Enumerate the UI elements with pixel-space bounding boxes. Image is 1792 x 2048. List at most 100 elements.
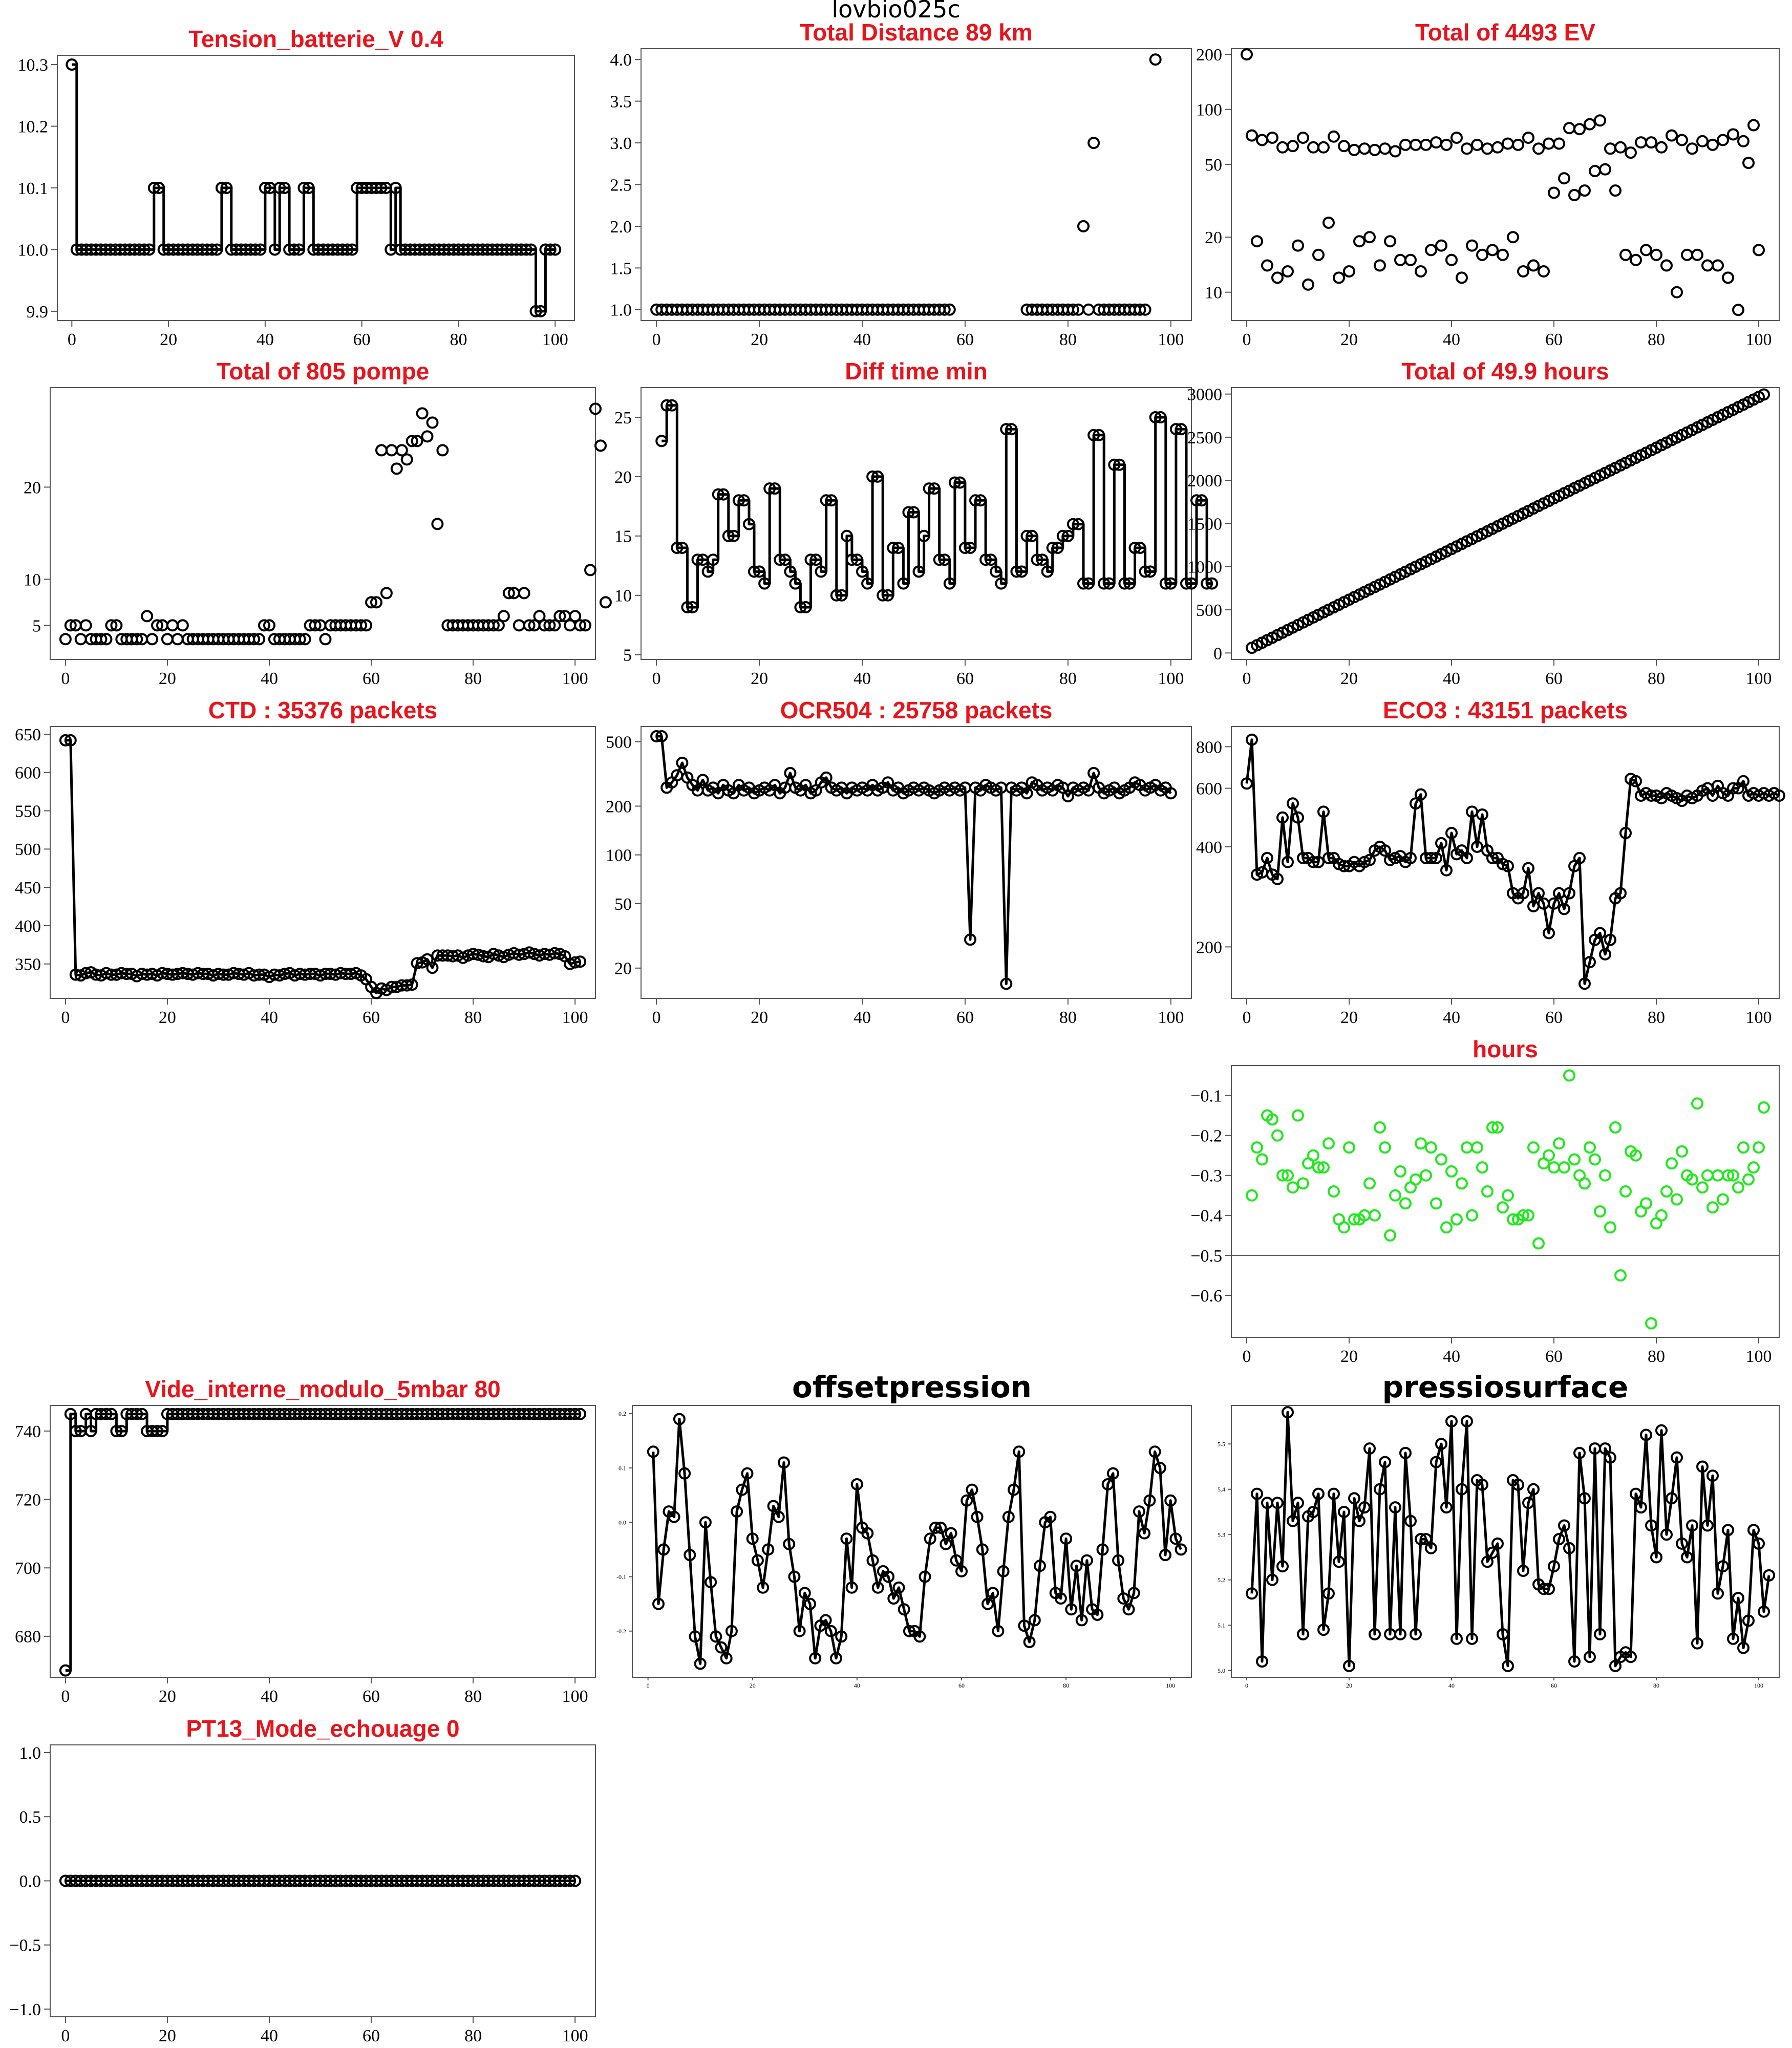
data-point — [1517, 1209, 1529, 1222]
data-point — [1578, 1177, 1591, 1190]
data-point — [1696, 1460, 1709, 1473]
axes-frame — [632, 1405, 1192, 1678]
data-point — [845, 553, 858, 566]
data-point — [1625, 1651, 1637, 1663]
data-point — [1609, 1659, 1622, 1672]
x-tick-label: 100 — [562, 669, 588, 688]
data-point — [1128, 542, 1141, 554]
data-point — [1206, 577, 1219, 590]
data-point — [1691, 1637, 1703, 1650]
data-point — [995, 577, 1008, 590]
data-point — [1312, 248, 1325, 261]
data-point — [1317, 805, 1330, 818]
chart-title: Total Distance 89 km — [800, 19, 1032, 46]
data-point — [1415, 265, 1427, 278]
data-point — [1630, 1487, 1642, 1500]
data-point — [1251, 235, 1263, 248]
x-tick-label: 40 — [1443, 1347, 1460, 1366]
data-point — [758, 577, 771, 590]
x-tick-label: 20 — [751, 669, 768, 688]
data-point — [278, 182, 291, 194]
y-tick-label: 25 — [614, 409, 632, 428]
data-point — [1384, 235, 1396, 248]
x-tick-label: 20 — [1340, 669, 1358, 688]
data-point — [1113, 458, 1126, 471]
data-point — [1497, 248, 1509, 261]
data-point — [1573, 1446, 1586, 1459]
axes-frame — [1231, 1065, 1780, 1338]
data-point — [1379, 844, 1391, 857]
x-tick-label: 60 — [1545, 1347, 1563, 1366]
data-point — [131, 633, 143, 646]
data-point — [176, 619, 189, 632]
data-point — [1307, 1506, 1319, 1518]
data-point — [1461, 1415, 1473, 1427]
x-tick-label: 100 — [1746, 330, 1772, 349]
x-tick-label: 40 — [257, 330, 274, 349]
data-point — [1358, 1501, 1371, 1514]
data-point — [1532, 887, 1545, 900]
x-tick-label: 0 — [61, 669, 70, 688]
data-point — [1134, 303, 1146, 316]
data-point — [1028, 1614, 1041, 1627]
data-point — [1450, 132, 1463, 144]
data-point — [1271, 271, 1284, 284]
data-point — [1491, 141, 1504, 154]
data-point — [943, 303, 956, 316]
x-tick-label: 20 — [159, 1008, 176, 1027]
data-point — [215, 182, 228, 194]
data-point — [1758, 388, 1770, 401]
data-point — [1363, 854, 1376, 866]
data-point — [525, 243, 537, 256]
y-tick-label: 200 — [606, 797, 632, 816]
data-point — [830, 1652, 842, 1665]
data-point — [1266, 1573, 1278, 1586]
data-point — [346, 243, 358, 256]
data-point — [1660, 259, 1673, 272]
x-tick-label: 0 — [1245, 1682, 1248, 1689]
data-point — [426, 962, 439, 974]
data-point — [948, 476, 961, 489]
data-point — [594, 439, 607, 452]
data-point — [778, 1456, 790, 1469]
data-point — [1317, 141, 1330, 154]
data-point — [1563, 1069, 1575, 1082]
data-point — [964, 933, 976, 946]
data-point — [1640, 244, 1652, 257]
data-point — [882, 589, 894, 602]
data-point — [1599, 163, 1611, 176]
data-point — [1548, 1560, 1560, 1573]
data-point — [1609, 1121, 1622, 1134]
data-point — [1374, 259, 1386, 272]
data-point — [1430, 851, 1442, 864]
data-point — [1650, 248, 1662, 261]
data-point — [1563, 1542, 1575, 1554]
data-point — [1676, 1145, 1688, 1158]
data-point — [1686, 142, 1698, 155]
data-point — [1758, 1605, 1770, 1618]
data-point — [681, 601, 694, 613]
data-point — [892, 542, 905, 554]
data-point — [982, 1597, 994, 1610]
x-tick-label: 80 — [1653, 1682, 1659, 1689]
data-point — [784, 766, 797, 779]
data-point — [1481, 1555, 1494, 1568]
x-tick-label: 100 — [1746, 1008, 1772, 1027]
series-line — [72, 63, 556, 313]
y-tick-label: 3.0 — [610, 134, 632, 153]
data-point — [929, 1521, 942, 1534]
data-point — [1747, 119, 1760, 132]
x-tick-label: 0 — [652, 1008, 661, 1027]
data-point — [1630, 775, 1642, 787]
y-tick-label: 9.9 — [27, 303, 49, 322]
data-point — [722, 529, 735, 542]
data-point — [1650, 1551, 1662, 1564]
y-tick-label: 3.5 — [610, 93, 632, 112]
data-point — [887, 542, 900, 554]
data-point — [360, 619, 373, 632]
data-point — [1297, 851, 1309, 864]
data-point — [1717, 134, 1729, 146]
x-tick-label: 100 — [1746, 1347, 1772, 1366]
x-tick-label: 0 — [61, 1008, 70, 1027]
